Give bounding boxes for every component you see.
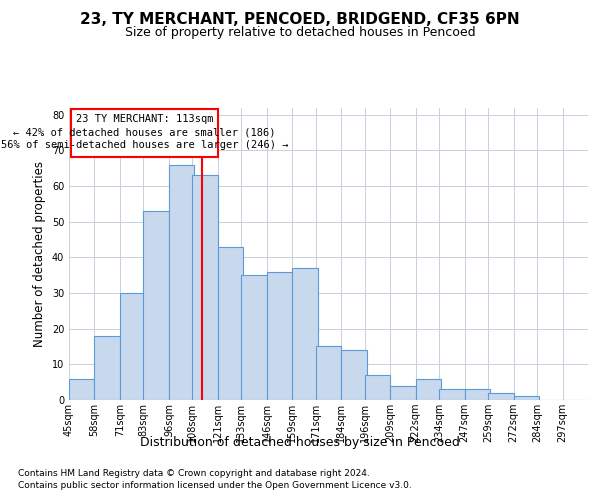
Bar <box>488 393 514 400</box>
Bar <box>94 336 120 400</box>
Text: ← 42% of detached houses are smaller (186): ← 42% of detached houses are smaller (18… <box>13 127 275 137</box>
Text: Contains public sector information licensed under the Open Government Licence v3: Contains public sector information licen… <box>18 482 412 490</box>
Bar <box>267 272 292 400</box>
Bar <box>416 378 441 400</box>
Bar <box>292 268 318 400</box>
Text: 56% of semi-detached houses are larger (246) →: 56% of semi-detached houses are larger (… <box>1 140 288 150</box>
Bar <box>69 378 94 400</box>
Bar <box>120 293 145 400</box>
Text: 23 TY MERCHANT: 113sqm: 23 TY MERCHANT: 113sqm <box>76 114 213 124</box>
Text: 23, TY MERCHANT, PENCOED, BRIDGEND, CF35 6PN: 23, TY MERCHANT, PENCOED, BRIDGEND, CF35… <box>80 12 520 28</box>
Bar <box>71 110 218 158</box>
Bar <box>143 211 169 400</box>
Bar <box>241 275 267 400</box>
Bar <box>341 350 367 400</box>
Text: Size of property relative to detached houses in Pencoed: Size of property relative to detached ho… <box>125 26 475 39</box>
Text: Contains HM Land Registry data © Crown copyright and database right 2024.: Contains HM Land Registry data © Crown c… <box>18 470 370 478</box>
Bar <box>316 346 341 400</box>
Bar <box>193 176 218 400</box>
Text: Distribution of detached houses by size in Pencoed: Distribution of detached houses by size … <box>140 436 460 449</box>
Bar <box>169 164 194 400</box>
Bar <box>365 375 390 400</box>
Bar <box>464 390 490 400</box>
Bar <box>390 386 416 400</box>
Bar <box>514 396 539 400</box>
Bar <box>218 246 244 400</box>
Bar <box>439 390 464 400</box>
Y-axis label: Number of detached properties: Number of detached properties <box>33 161 46 347</box>
